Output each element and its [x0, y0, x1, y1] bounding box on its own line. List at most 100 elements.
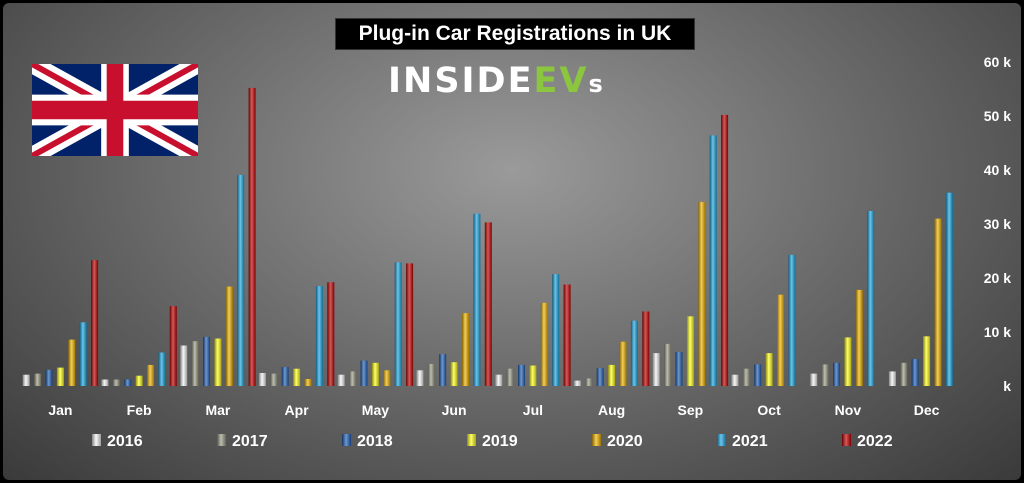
bar-mar-2021 [237, 174, 245, 386]
bar-aug-2018 [596, 368, 604, 386]
bar-nov-2019 [844, 337, 852, 386]
bar-feb-2018 [124, 379, 132, 386]
x-tick-label: Sep [678, 402, 704, 418]
bar-feb-2019 [135, 375, 143, 386]
bar-feb-2016 [101, 379, 109, 386]
bar-sep-2016 [652, 353, 660, 386]
legend-label-2019: 2019 [482, 433, 518, 450]
bar-jun-2021 [473, 213, 481, 386]
bar-jul-2017 [506, 368, 514, 386]
bar-jul-2019 [529, 365, 537, 386]
y-tick-label: 50 k [984, 108, 1011, 124]
bar-sep-2020 [698, 201, 706, 386]
bar-jan-2017 [34, 373, 42, 386]
bar-oct-2019 [765, 353, 773, 386]
bar-apr-2019 [293, 368, 301, 386]
bar-nov-2018 [833, 362, 840, 386]
bar-oct-2016 [731, 374, 739, 386]
bar-jan-2018 [45, 369, 53, 386]
bar-may-2022 [406, 263, 414, 386]
legend: 2016 2017 2018 2019 2020 2021 2022 [92, 433, 893, 450]
bar-chart: Jan Feb Mar Apr May Jun Jul Aug Sep Oct Nov Dec k 10… [22, 54, 1011, 450]
bar-sep-2017 [664, 343, 672, 386]
legend-label-2016: 2016 [107, 433, 143, 450]
bar-apr-2022 [327, 282, 335, 386]
bar-aug-2020 [619, 341, 627, 386]
bar-mar-2019 [214, 338, 222, 386]
y-tick-label: k [1003, 378, 1011, 394]
legend-label-2018: 2018 [357, 433, 393, 450]
bar-nov-2017 [821, 364, 829, 386]
bar-jan-2016 [22, 374, 30, 386]
bar-may-2018 [360, 360, 368, 386]
y-tick-label: 30 k [984, 216, 1011, 232]
bar-oct-2018 [754, 364, 762, 386]
y-tick-label: 10 k [984, 324, 1011, 340]
legend-swatch-2016 [92, 434, 101, 446]
bar-apr-2017 [270, 373, 278, 386]
x-tick-label: Aug [598, 402, 625, 418]
uk-flag-icon [32, 64, 198, 156]
bar-aug-2016 [573, 380, 581, 386]
bar-jun-2016 [416, 370, 424, 386]
bar-may-2016 [337, 374, 345, 386]
bar-dec-2020 [934, 218, 942, 386]
bar-jan-2020 [68, 339, 76, 386]
bar-aug-2022 [642, 311, 650, 386]
bar-jul-2016 [495, 374, 503, 386]
bar-jun-2020 [462, 313, 469, 386]
chart-title: Plug-in Car Registrations in UK [336, 19, 694, 49]
x-tick-label: Nov [835, 402, 862, 418]
x-tick-label: Jun [442, 402, 467, 418]
bar-jul-2021 [552, 274, 560, 386]
bar-jul-2020 [540, 302, 548, 386]
bar-mar-2018 [203, 336, 210, 386]
bar-apr-2018 [281, 367, 289, 386]
bar-nov-2021 [867, 211, 875, 386]
legend-swatch-2022 [842, 434, 851, 446]
bars-layer [22, 87, 953, 387]
legend-label-2020: 2020 [607, 433, 643, 450]
bar-apr-2021 [315, 286, 323, 386]
logo-main: INSIDE [388, 61, 534, 101]
legend-swatch-2020 [592, 434, 601, 446]
bar-may-2020 [383, 370, 391, 386]
bar-jun-2017 [427, 363, 435, 386]
x-axis-labels: Jan Feb Mar Apr May Jun Jul Aug Sep Oct Nov Dec [48, 402, 939, 418]
bar-mar-2016 [180, 345, 188, 386]
bar-jun-2018 [439, 354, 447, 386]
x-tick-label: May [362, 402, 389, 418]
bar-may-2017 [349, 371, 357, 386]
bar-may-2021 [394, 262, 402, 386]
legend-label-2021: 2021 [732, 433, 768, 450]
bar-jul-2018 [518, 364, 525, 386]
bar-dec-2016 [888, 371, 896, 386]
bar-oct-2020 [777, 294, 784, 386]
bar-jan-2022 [91, 260, 99, 386]
bar-aug-2021 [630, 320, 638, 386]
legend-label-2022: 2022 [857, 433, 893, 450]
bar-feb-2020 [147, 364, 154, 386]
y-tick-label: 60 k [984, 54, 1011, 70]
bar-aug-2017 [585, 378, 593, 386]
legend-swatch-2018 [342, 434, 351, 446]
bar-dec-2017 [900, 362, 908, 386]
x-tick-label: Mar [205, 402, 230, 418]
bar-nov-2020 [855, 289, 863, 386]
bar-dec-2021 [945, 192, 953, 386]
legend-swatch-2019 [467, 434, 476, 446]
x-tick-label: Jan [48, 402, 72, 418]
bar-jan-2021 [79, 322, 87, 386]
legend-label-2017: 2017 [232, 433, 268, 450]
y-tick-label: 40 k [984, 162, 1011, 178]
x-tick-label: Dec [914, 402, 940, 418]
bar-mar-2017 [191, 341, 199, 386]
chart-frame: Jan Feb Mar Apr May Jun Jul Aug Sep Oct Nov Dec k 10… [3, 3, 1021, 480]
bar-mar-2022 [248, 87, 256, 387]
insideevs-logo: INSIDEEVs [388, 61, 648, 101]
bar-jun-2019 [450, 362, 458, 386]
bar-jan-2019 [56, 367, 64, 386]
bar-dec-2019 [923, 336, 931, 386]
bar-oct-2017 [742, 368, 750, 386]
x-tick-label: Oct [757, 402, 781, 418]
